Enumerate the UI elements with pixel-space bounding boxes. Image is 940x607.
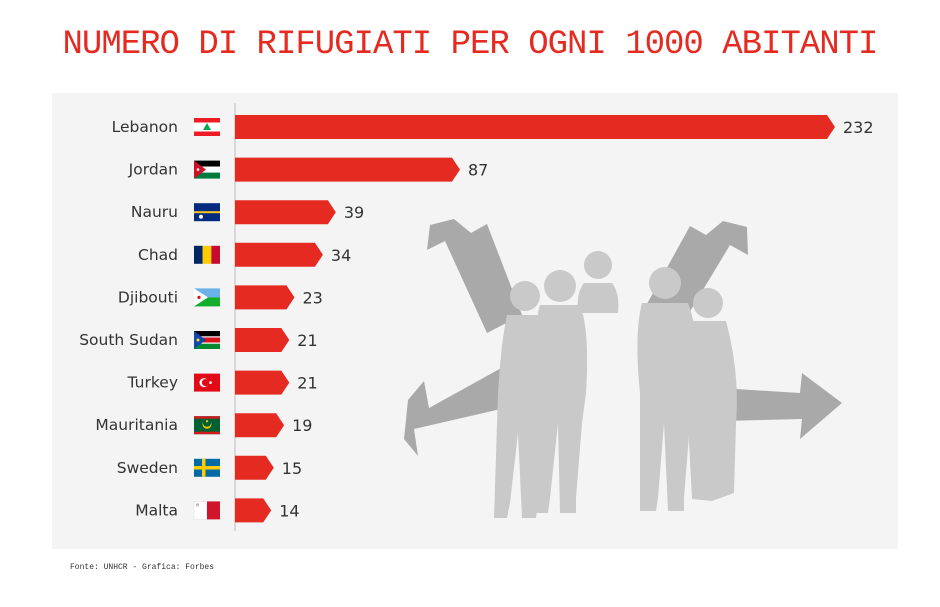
bars-layer: Lebanon 232 Jordan 87 Nauru 39 Chad 34 Djibouti 2…	[79, 115, 874, 523]
data-label: 39	[344, 203, 364, 222]
people-silhouette-icon	[494, 251, 737, 518]
refugee-illustration	[404, 219, 842, 518]
mauritania-flag-icon	[194, 416, 220, 435]
arrow-icon	[404, 219, 842, 456]
bar-chart: Lebanon 232 Jordan 87 Nauru 39 Chad 34 Djibouti 2…	[79, 103, 874, 531]
malta-flag-icon	[193, 501, 220, 520]
bar-row: Djibouti 23	[118, 285, 323, 310]
category-label: Chad	[138, 246, 178, 264]
data-label: 15	[282, 459, 302, 478]
bar	[235, 370, 290, 395]
bar	[235, 413, 285, 438]
bar	[235, 115, 835, 139]
category-label: South Sudan	[79, 331, 178, 349]
bar	[235, 455, 274, 480]
category-label: Lebanon	[112, 118, 178, 136]
data-label: 87	[468, 161, 488, 180]
bar-row: Lebanon 232	[112, 115, 874, 139]
category-label: Turkey	[127, 374, 178, 392]
data-label: 232	[843, 118, 874, 137]
south-sudan-flag-icon	[194, 331, 220, 349]
data-label: 34	[331, 246, 351, 265]
data-label: 19	[292, 416, 312, 435]
nauru-flag-icon	[194, 203, 220, 222]
lebanon-flag-icon	[194, 118, 220, 136]
bar	[235, 328, 290, 352]
bar-row: South Sudan 21	[79, 328, 318, 352]
bar	[235, 498, 272, 523]
category-label: Mauritania	[95, 416, 178, 434]
category-label: Jordan	[128, 161, 178, 179]
bar-row: Nauru 39	[131, 200, 364, 225]
bar-row: Turkey 21	[127, 370, 318, 395]
bar-row: Jordan 87	[128, 157, 488, 182]
bar	[235, 242, 323, 267]
source-note: Fonte: UNHCR - Grafica: Forbes	[70, 563, 215, 572]
category-label: Sweden	[117, 459, 178, 477]
category-label: Malta	[135, 501, 178, 519]
bar-row: Malta 14	[135, 498, 300, 523]
djibouti-flag-icon	[194, 288, 220, 307]
bar-row: Chad 34	[138, 242, 351, 267]
bar-row: Mauritania 19	[95, 413, 312, 438]
sweden-flag-icon	[194, 458, 220, 477]
category-label: Djibouti	[118, 288, 178, 306]
data-label: 21	[297, 331, 317, 350]
bar-row: Sweden 15	[117, 455, 302, 480]
chart-title: NUMERO DI RIFUGIATI PER OGNI 1000 ABITAN…	[62, 26, 879, 64]
chad-flag-icon	[194, 245, 220, 264]
data-label: 23	[302, 288, 322, 307]
bar	[235, 157, 460, 182]
chart-panel: Lebanon 232 Jordan 87 Nauru 39 Chad 34 Djibouti 2…	[52, 93, 898, 549]
jordan-flag-icon	[194, 160, 220, 179]
turkey-flag-icon	[194, 373, 220, 392]
data-label: 14	[279, 501, 299, 520]
bar	[235, 200, 336, 225]
bar	[235, 285, 295, 310]
category-label: Nauru	[131, 203, 178, 221]
data-label: 21	[297, 374, 317, 393]
